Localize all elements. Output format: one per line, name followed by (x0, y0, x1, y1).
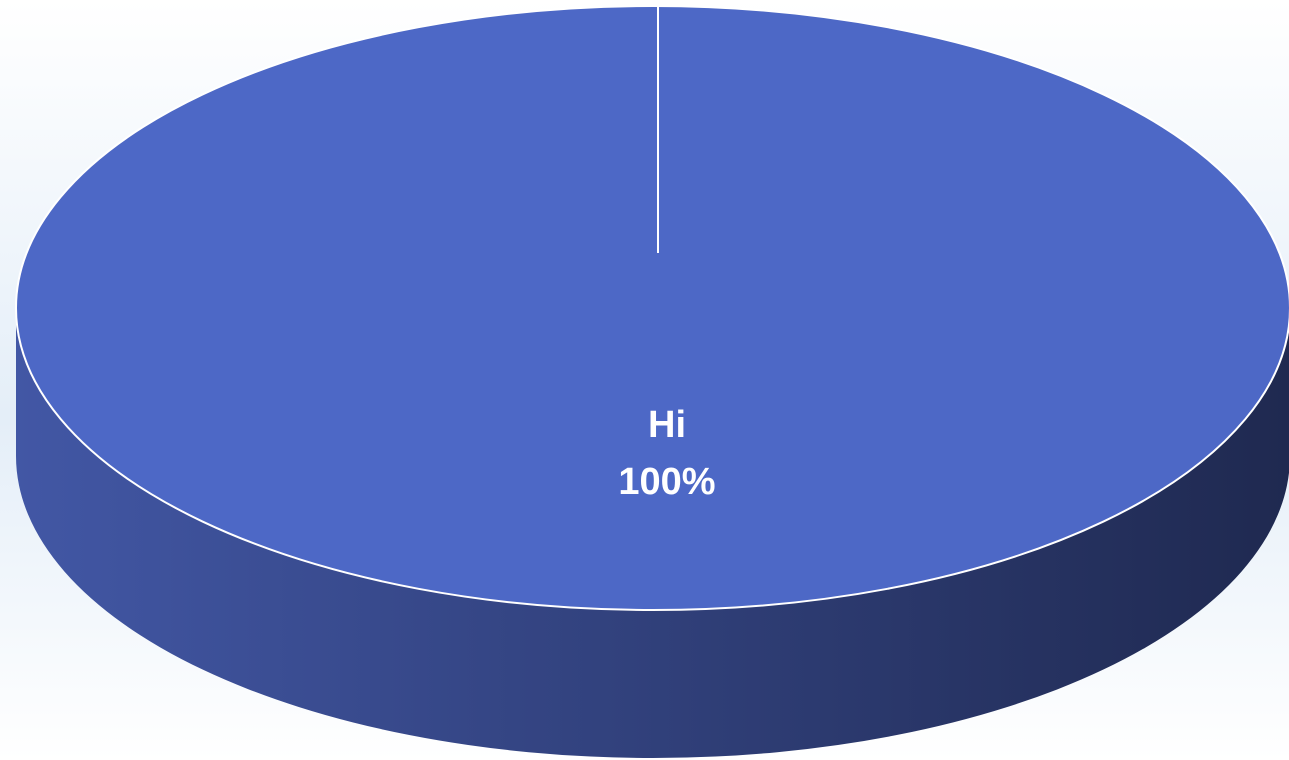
pie-slice-side (16, 308, 1289, 758)
slice-percent-label: 100% (618, 461, 715, 503)
pie-slice-top (15, 5, 1289, 611)
slice-label: Hi (648, 404, 686, 446)
